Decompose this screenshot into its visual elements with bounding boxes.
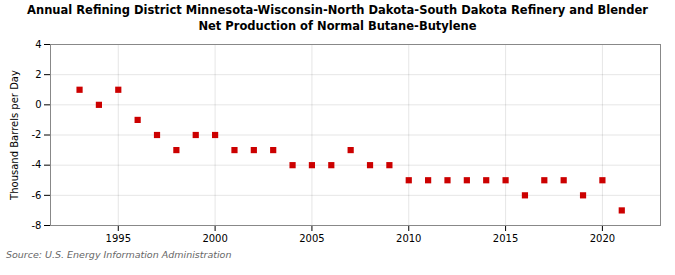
svg-text:Thousand Barrels per Day: Thousand Barrels per Day (9, 70, 20, 201)
svg-text:-2: -2 (32, 129, 42, 140)
svg-text:2015: 2015 (493, 233, 518, 244)
html-text:Annual Refining District Minne: Annual Refining District Minnesota-Wisco… (27, 3, 648, 17)
html-text:Source: U.S. Energy Informatio: Source: U.S. Energy Information Administ… (6, 249, 232, 260)
svg-text:2: 2 (35, 69, 41, 80)
svg-text:2010: 2010 (396, 233, 421, 244)
svg-text:-6: -6 (32, 190, 42, 201)
svg-text:0: 0 (35, 99, 41, 110)
svg-text:2000: 2000 (202, 233, 227, 244)
svg-text:4: 4 (35, 39, 41, 50)
svg-text:-8: -8 (32, 220, 42, 231)
html-text:Net Production of Normal Butan: Net Production of Normal Butane-Butylene (198, 18, 477, 33)
svg-text:1995: 1995 (106, 233, 131, 244)
svg-text:-4: -4 (32, 159, 42, 170)
svg-text:2005: 2005 (299, 233, 324, 244)
svg-text:2020: 2020 (590, 233, 615, 244)
